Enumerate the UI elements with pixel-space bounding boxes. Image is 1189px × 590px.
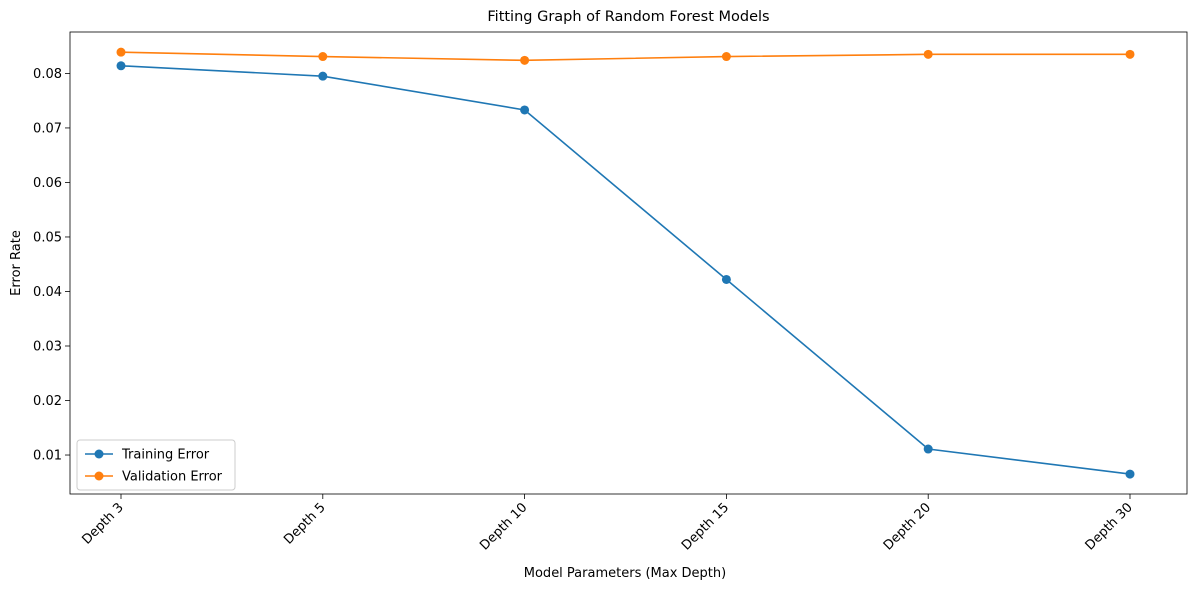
legend-label: Training Error (121, 448, 210, 463)
series-line (120, 51, 1130, 62)
y-tick-label: 0.08 (33, 67, 62, 82)
y-tick-label: 0.01 (33, 449, 62, 464)
x-axis-label: Model Parameters (Max Depth) (524, 566, 726, 581)
series-training-error (116, 61, 1135, 479)
series-validation-error (116, 47, 1135, 65)
data-point (923, 444, 933, 454)
data-point (721, 274, 731, 284)
y-tick-label: 0.07 (33, 121, 62, 136)
series-line (120, 64, 1131, 475)
data-point (116, 61, 126, 71)
data-point (721, 52, 731, 62)
legend-marker (94, 449, 104, 459)
y-tick-label: 0.05 (33, 230, 62, 245)
data-point (116, 47, 126, 57)
y-axis-label: Error Rate (9, 230, 24, 296)
data-point (1125, 469, 1135, 479)
legend-label: Validation Error (122, 470, 223, 485)
data-point (520, 105, 530, 115)
chart-title: Fitting Graph of Random Forest Models (487, 9, 769, 25)
legend: Training Error Validation Error (76, 439, 236, 491)
y-axis: 0.01 0.02 0.03 0.04 0.05 0.06 0.07 0.08 (33, 67, 70, 464)
series-layer (116, 47, 1135, 479)
data-point (520, 55, 530, 65)
y-tick-label: 0.03 (33, 339, 62, 354)
y-tick-label: 0.04 (33, 285, 62, 300)
data-point (1125, 49, 1135, 59)
y-tick-label: 0.06 (33, 176, 62, 191)
plot-frame (69, 31, 1188, 495)
data-point (318, 71, 328, 81)
legend-marker (94, 471, 104, 481)
legend-box (76, 439, 236, 491)
y-tick-label: 0.02 (33, 394, 62, 409)
data-point (923, 49, 933, 59)
data-point (318, 52, 328, 62)
